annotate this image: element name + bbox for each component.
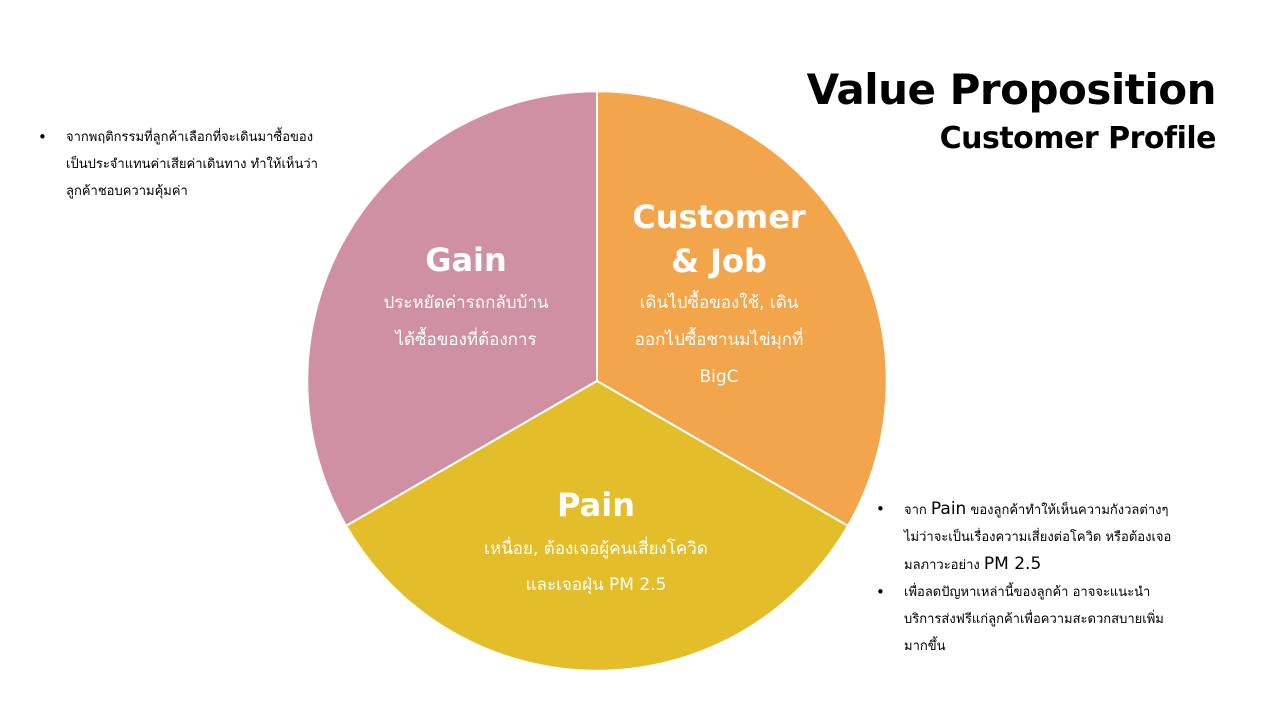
pain-insight-list: จาก Pain ของลูกค้าทำให้เห็นความกังวลต่าง… — [874, 496, 1254, 660]
note-text: จาก — [904, 503, 931, 518]
customer-job-segment — [596, 90, 888, 528]
customer-job-text-line-3: BigC — [699, 367, 738, 387]
note-line: มากขึ้น — [904, 639, 946, 654]
customer-job-text-line-1: เดินไปซื้อของใช้, เดิน — [640, 290, 799, 313]
note-line: เพื่อลดปัญหาเหล่านี้ของลูกค้า อาจจะแนะนำ — [904, 585, 1151, 600]
customer-job-title-line-2: & Job — [671, 242, 767, 280]
note-emphasis: PM 2.5 — [983, 554, 1042, 574]
gain-title: Gain — [425, 241, 507, 279]
note-text: มลภาวะอย่าง — [904, 558, 984, 573]
note-line: จากพฤติกรรมที่ลูกค้าเลือกที่จะเดินมาซื้อ… — [66, 130, 314, 145]
gain-text-line-1: ประหยัดค่ารถกลับบ้าน — [383, 293, 548, 313]
note-line: เป็นประจำแทนค่าเสียค่าเดินทาง ทำให้เห็นว… — [66, 157, 318, 172]
note-line: ลูกค้าชอบความคุ้มค่า — [66, 184, 188, 199]
pain-text-line-1: เหนื่อย, ต้องเจอผู้คนเสี่ยงโควิด — [484, 536, 708, 559]
note-line: จาก Pain ของลูกค้าทำให้เห็นความกังวลต่าง… — [904, 496, 1254, 524]
pain-title: Pain — [557, 486, 635, 524]
note-line: มลภาวะอย่าง PM 2.5 — [904, 551, 1254, 579]
page-title: Value Proposition — [806, 65, 1217, 114]
bullet-item: จากพฤติกรรมที่ลูกค้าเลือกที่จะเดินมาซื้อ… — [38, 124, 396, 205]
title-block: Value Proposition Customer Profile — [806, 62, 1217, 160]
note-line: ไม่ว่าจะเป็นเรื่องความเสี่ยงต่อโควิด หรื… — [904, 530, 1172, 545]
customer-job-text-line-2: ออกไปซื้อชานมไข่มุกที่ — [635, 327, 804, 350]
bullet-item: เพื่อลดปัญหาเหล่านี้ของลูกค้า อาจจะแนะนำ… — [876, 579, 1254, 660]
page-subtitle: Customer Profile — [939, 121, 1217, 156]
gain-text-line-2: ได้ซื้อของที่ต้องการ — [393, 327, 536, 350]
note-emphasis: Pain — [930, 499, 967, 519]
note-text: ของลูกค้าทำให้เห็นความกังวลต่างๆ — [966, 503, 1169, 518]
pain-segment — [344, 379, 850, 672]
customer-job-title-line-1: Customer — [632, 198, 806, 236]
note-line: บริการส่งฟรีแก่ลูกค้าเพื่อความสะดวกสบายเ… — [904, 612, 1164, 627]
gain-insight-list: จากพฤติกรรมที่ลูกค้าเลือกที่จะเดินมาซื้อ… — [36, 124, 396, 205]
bullet-item: จาก Pain ของลูกค้าทำให้เห็นความกังวลต่าง… — [876, 496, 1254, 579]
pain-text-line-2: และเจอฝุ่น PM 2.5 — [526, 575, 667, 595]
